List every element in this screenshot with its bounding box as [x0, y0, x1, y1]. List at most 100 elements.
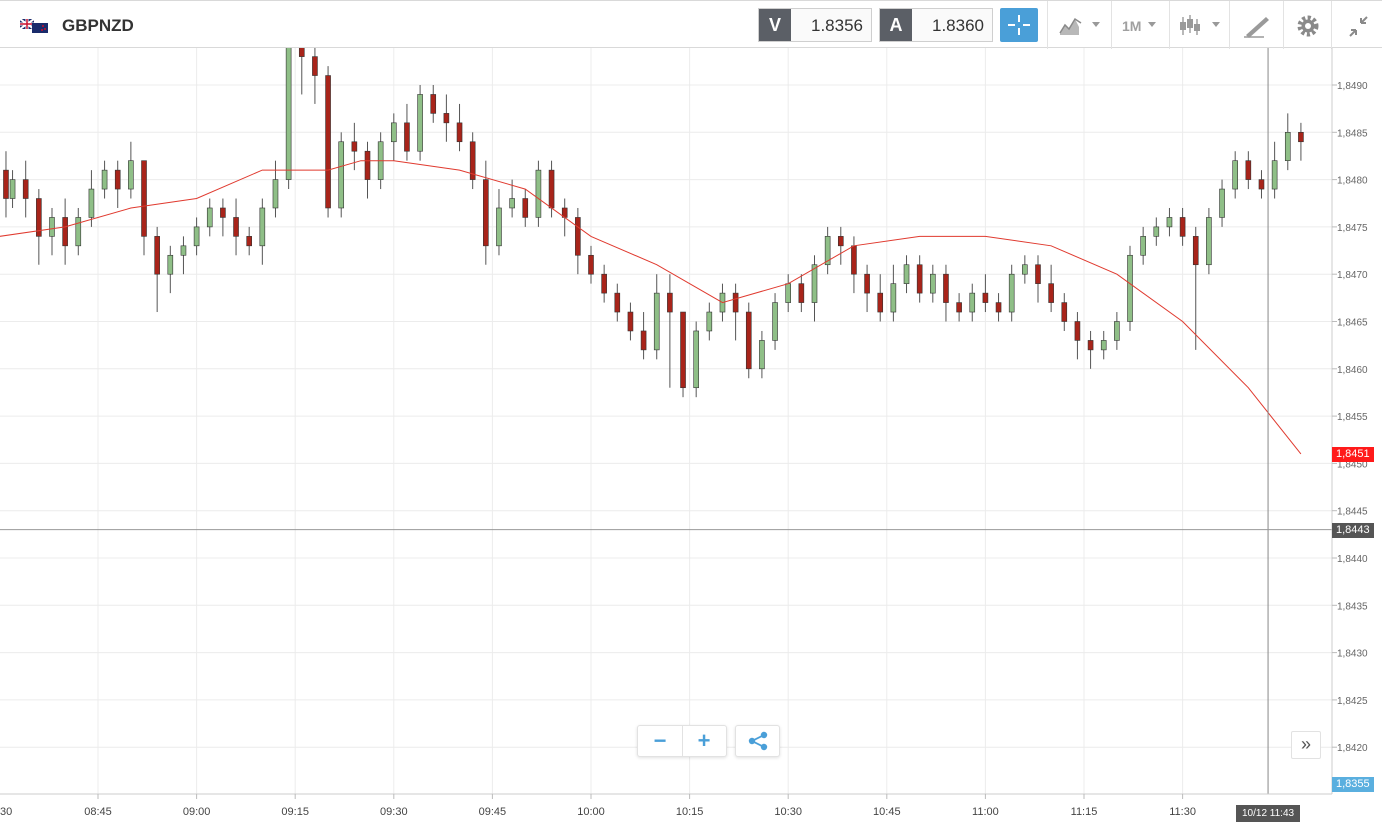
- bear-candle: [22, 179, 29, 199]
- bull-candle: [706, 311, 713, 332]
- bear-candle: [732, 292, 739, 313]
- bear-candle: [588, 254, 594, 275]
- bull-candle: [1114, 321, 1120, 341]
- bear-candle: [1179, 217, 1186, 237]
- bear-candle: [114, 169, 121, 190]
- chart-type-button[interactable]: [1047, 1, 1111, 49]
- zoom-out-button[interactable]: −: [638, 726, 683, 756]
- price-tick-label: 1,8440: [1337, 554, 1368, 565]
- bear-candle: [1087, 340, 1094, 351]
- share-button[interactable]: [735, 725, 780, 757]
- bear-candle: [456, 122, 463, 143]
- price-tick-label: 1,8450: [1337, 459, 1368, 470]
- settings-button[interactable]: [1283, 1, 1331, 49]
- price-tick-label: 1,8445: [1337, 507, 1368, 518]
- bear-candle: [864, 273, 870, 294]
- price-chart[interactable]: 1,8490 1,8485 1,8480 1,8475 1,8470 1,8465 1,84…: [0, 48, 1382, 822]
- bear-candle: [916, 264, 923, 294]
- drawing-tools-button[interactable]: [1229, 1, 1283, 49]
- price-tick-label: 1,8480: [1337, 176, 1368, 187]
- bull-candle: [88, 188, 95, 218]
- chevron-down-icon: [1148, 22, 1156, 27]
- bear-candle: [575, 217, 581, 256]
- bear-candle: [36, 198, 42, 237]
- bull-candle: [128, 160, 134, 190]
- time-tick-label: 09:15: [281, 806, 309, 818]
- bear-candle: [1035, 264, 1041, 284]
- time-tick-label: 09:45: [479, 806, 507, 818]
- bear-candle: [220, 207, 226, 218]
- bull-candle: [1008, 273, 1015, 313]
- bear-candle: [877, 292, 884, 313]
- buy-label: A: [880, 9, 912, 41]
- bear-candle: [483, 179, 489, 247]
- bear-candle: [1192, 236, 1199, 266]
- bull-candle: [1284, 132, 1291, 161]
- bear-candle: [982, 292, 989, 303]
- bear-candle: [995, 302, 1002, 313]
- time-tick-label: 11:30: [1169, 806, 1196, 818]
- timeframe-button[interactable]: 1M: [1111, 1, 1169, 49]
- bull-candle: [1153, 226, 1160, 237]
- bear-candle: [837, 236, 844, 247]
- crosshair-button[interactable]: [1000, 8, 1038, 42]
- gear-icon: [1297, 15, 1319, 37]
- crosshair-time-label: 10/12 11:43: [1236, 805, 1301, 822]
- scroll-to-end-button[interactable]: »: [1291, 731, 1321, 759]
- bear-candle: [680, 311, 686, 389]
- chevron-down-icon: [1212, 22, 1220, 27]
- bear-candle: [851, 245, 857, 275]
- bull-candle: [693, 330, 699, 389]
- mountain-chart-icon: [1059, 17, 1082, 35]
- bull-candle: [285, 48, 292, 180]
- time-tick-label: 11:15: [1071, 806, 1098, 818]
- time-tick-label: 11:00: [972, 806, 999, 818]
- bear-candle: [364, 150, 371, 180]
- bull-candle: [193, 226, 200, 247]
- timeframe-label: 1M: [1122, 18, 1142, 34]
- price-tick-label: 1,8430: [1337, 649, 1368, 660]
- bear-candle: [1061, 302, 1068, 322]
- bull-candle: [772, 302, 778, 341]
- bull-candle: [272, 179, 279, 209]
- bear-candle: [351, 141, 358, 152]
- price-axis: 1,8490 1,8485 1,8480 1,8475 1,8470 1,8465 1,84…: [1332, 81, 1368, 754]
- bear-candle: [956, 302, 962, 313]
- bear-candle: [1258, 179, 1265, 190]
- price-tick-label: 1,8425: [1337, 696, 1368, 707]
- bull-candle: [759, 340, 765, 370]
- time-tick-label: 30: [0, 806, 12, 818]
- bear-candle: [325, 75, 331, 209]
- bear-candle: [233, 217, 239, 237]
- price-tick-label: 1,8435: [1337, 601, 1368, 612]
- buy-price-button[interactable]: A 1.8360: [879, 8, 993, 42]
- bull-candle: [417, 94, 423, 152]
- bear-candle: [443, 113, 450, 124]
- bear-candle: [667, 292, 673, 313]
- bull-candle: [811, 264, 818, 303]
- bear-candle: [154, 236, 160, 275]
- bull-candle: [206, 207, 213, 228]
- fullscreen-button[interactable]: [1331, 1, 1382, 49]
- bear-candle: [1074, 321, 1081, 341]
- bull-candle: [1271, 160, 1278, 190]
- sell-price-button[interactable]: V 1.8356: [758, 8, 872, 42]
- bear-candle: [640, 330, 647, 351]
- bull-candle: [930, 273, 936, 294]
- bear-candle: [798, 283, 805, 303]
- bull-candle: [903, 264, 910, 284]
- bull-candle: [653, 292, 660, 351]
- gbp-nzd-flag-icon: [20, 19, 48, 33]
- zoom-in-button[interactable]: +: [697, 728, 711, 753]
- candle-style-button[interactable]: [1169, 1, 1229, 49]
- time-tick-label: 10:30: [774, 806, 802, 818]
- bear-candle: [1245, 160, 1252, 180]
- price-tick-label: 1,8490: [1337, 81, 1368, 92]
- sell-label: V: [759, 9, 791, 41]
- bear-candle: [1298, 132, 1304, 143]
- bull-candle: [1206, 217, 1212, 266]
- bear-candle: [601, 273, 607, 294]
- bull-candle: [49, 217, 55, 237]
- moving-average-line: [0, 160, 1302, 455]
- price-tick-label: 1,8470: [1337, 270, 1368, 281]
